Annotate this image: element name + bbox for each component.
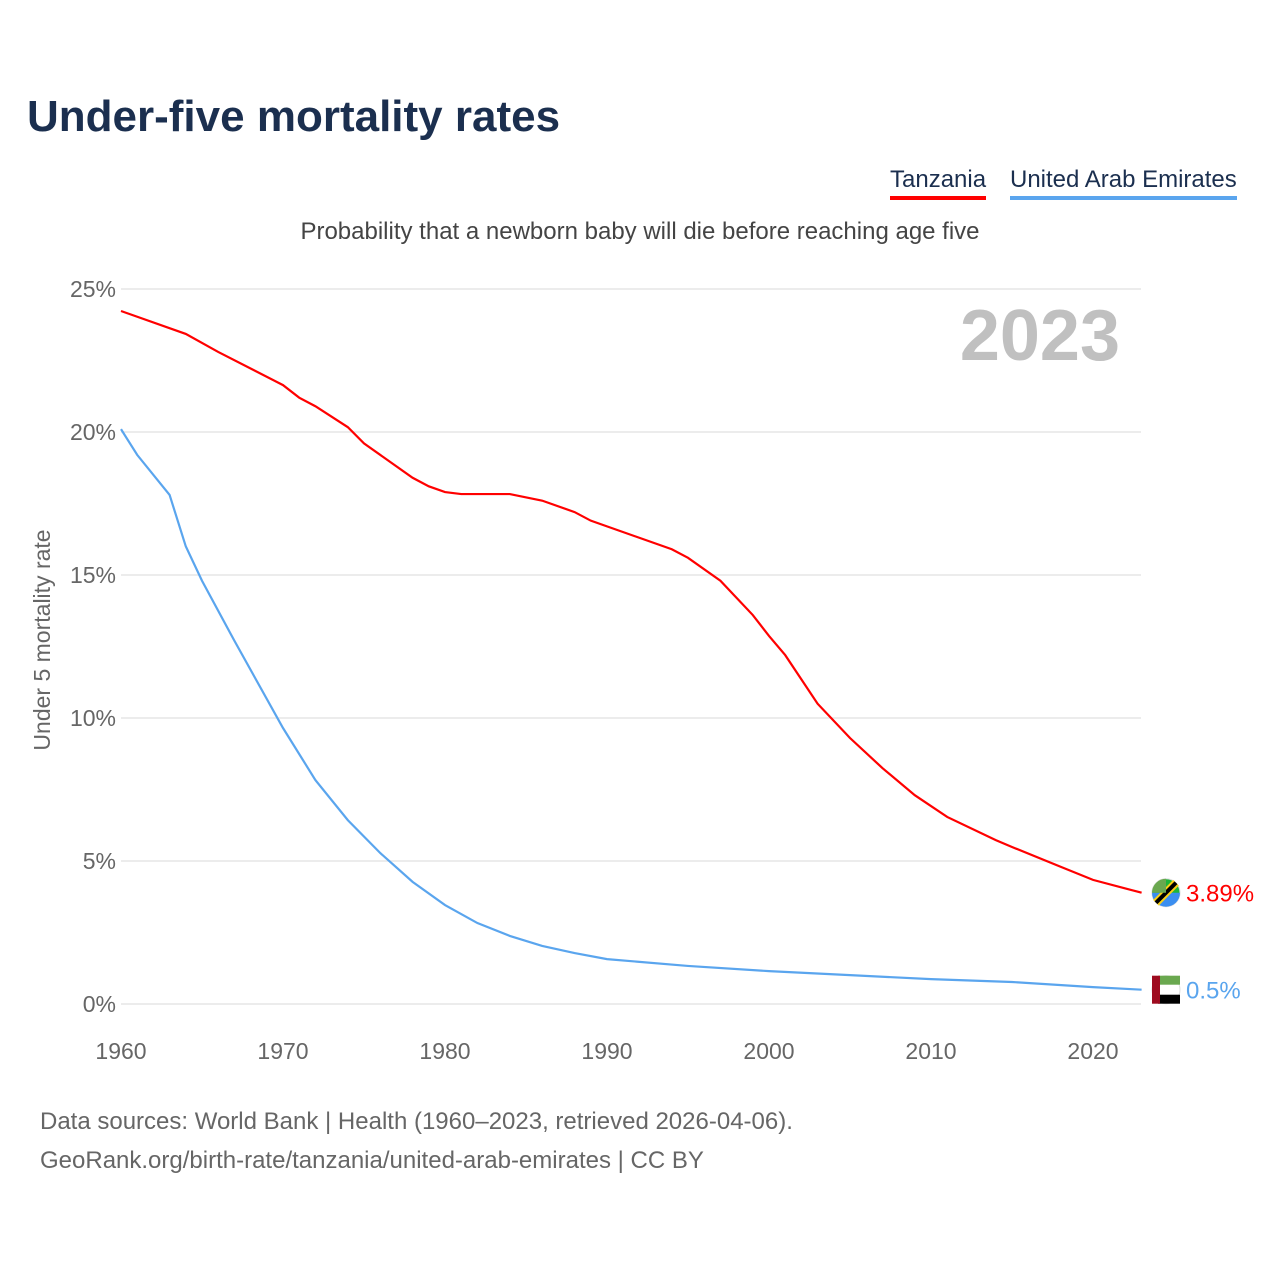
x-tick-label: 2020 [1067,1038,1118,1064]
end-value-label: 3.89% [1186,881,1254,908]
series-line-uae [120,428,1142,991]
flag-part [1158,975,1180,985]
legend-tanzania[interactable]: Tanzania [890,166,987,200]
flag-part [1158,994,1180,1004]
x-tick-label: 1960 [95,1038,146,1064]
y-tick-label: 25% [70,276,116,302]
data-source: Data sources: World Bank | Health (1960–… [40,1108,793,1135]
flag-part [1152,975,1160,1004]
x-tick-label: 1970 [257,1038,308,1064]
x-tick-label: 1980 [419,1038,470,1064]
x-tick-label: 1990 [581,1038,632,1064]
y-tick-label: 0% [83,991,116,1017]
y-tick-label: 5% [83,848,116,874]
flag-part [1152,878,1166,893]
y-tick-label: 10% [70,705,116,731]
source-link[interactable]: GeoRank.org/birth-rate/tanzania/united-a… [40,1147,704,1174]
chart-title: Under-five mortality rates [27,92,561,141]
year-label: 2023 [960,296,1120,376]
y-axis-label: Under 5 mortality rate [29,529,55,750]
legend-uae[interactable]: United Arab Emirates [1010,166,1237,200]
x-tick-label: 2000 [743,1038,794,1064]
end-value-label: 0.5% [1186,978,1241,1005]
x-tick-label: 2010 [905,1038,956,1064]
y-tick-label: 20% [70,419,116,445]
y-tick-label: 15% [70,562,116,588]
series-line-tanzania [120,309,1142,894]
chart-subtitle: Probability that a newborn baby will die… [300,218,980,245]
